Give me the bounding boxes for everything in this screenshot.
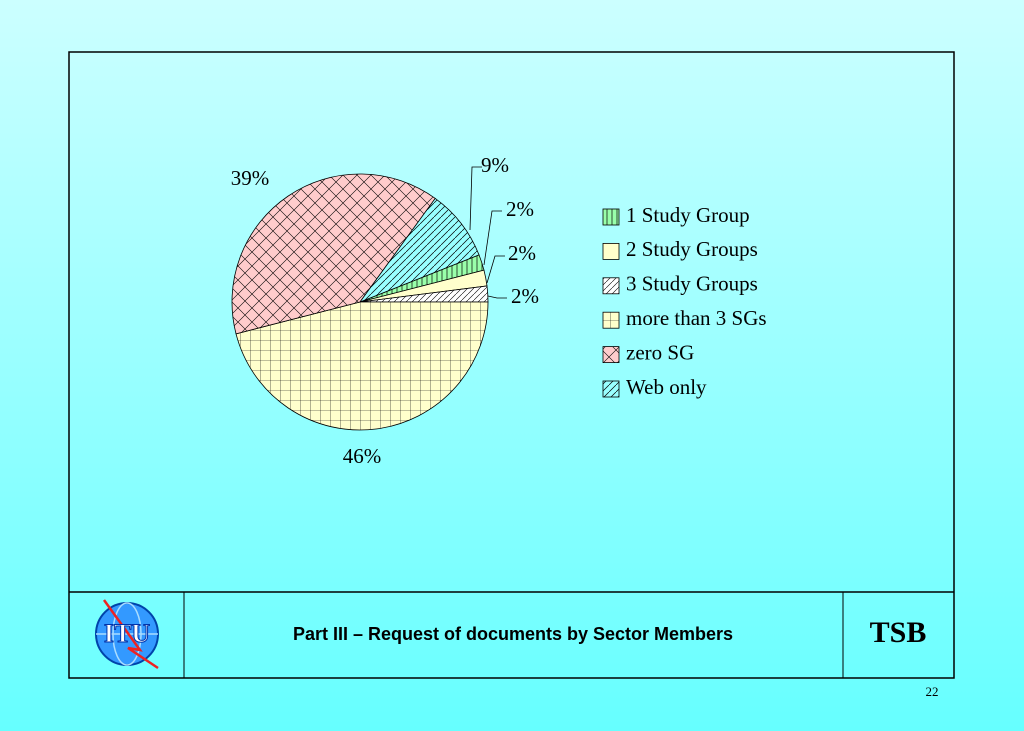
data-label: 9% <box>481 153 509 177</box>
page-number: 22 <box>926 684 939 699</box>
pie-slice <box>358 197 480 303</box>
pie-slice <box>235 301 489 431</box>
legend-label: 3 Study Groups <box>626 272 758 296</box>
logo-text: ITU <box>104 619 150 648</box>
footer-org: TSB <box>870 616 927 649</box>
leader-line <box>469 166 482 231</box>
footer-title: Part III – Request of documents by Secto… <box>293 624 733 644</box>
legend-label: 1 Study Group <box>626 203 750 227</box>
data-label: 2% <box>511 284 539 308</box>
legend-swatch <box>602 346 620 364</box>
legend-swatch <box>602 208 620 226</box>
legend-label: Web only <box>626 375 707 399</box>
data-label: 2% <box>508 241 536 265</box>
frame <box>68 51 955 679</box>
legend-swatch <box>602 311 620 329</box>
data-label: 39% <box>231 166 270 190</box>
legend-label: 2 Study Groups <box>626 237 758 261</box>
legend-swatch <box>602 277 620 295</box>
pie-slice <box>231 173 436 335</box>
legend-swatch <box>602 242 620 260</box>
legend-label: zero SG <box>626 340 694 364</box>
logo: ITU <box>95 599 159 670</box>
leader-line <box>483 210 502 266</box>
legend-label: more than 3 SGs <box>626 306 767 330</box>
data-label: 2% <box>506 197 534 221</box>
legend-swatch <box>602 380 620 398</box>
data-label: 46% <box>343 444 382 468</box>
leader-line <box>486 255 505 284</box>
leader-line <box>487 295 507 299</box>
